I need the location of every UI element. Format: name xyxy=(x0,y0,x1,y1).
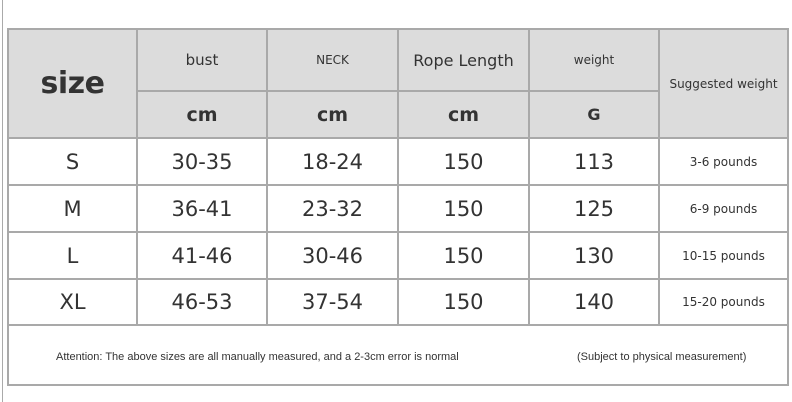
cell-suggested: 6-9 pounds xyxy=(658,184,789,233)
table-row: L 41-46 30-46 150 130 10-15 pounds xyxy=(7,231,789,280)
cell-neck: 37-54 xyxy=(266,278,399,326)
header-bust: bust xyxy=(136,28,268,92)
header-neck: NECK xyxy=(266,28,399,92)
header-rope-length: Rope Length xyxy=(397,28,530,92)
header-suggested-weight: Suggested weight xyxy=(658,28,789,139)
table-row: S 30-35 18-24 150 113 3-6 pounds xyxy=(7,137,789,186)
header-size: size xyxy=(7,28,138,139)
cell-size: L xyxy=(7,231,138,280)
cell-size: S xyxy=(7,137,138,186)
cell-neck: 18-24 xyxy=(266,137,399,186)
unit-weight: G xyxy=(528,90,660,139)
cell-rope: 150 xyxy=(397,278,530,326)
table-row: M 36-41 23-32 150 125 6-9 pounds xyxy=(7,184,789,233)
unit-neck: cm xyxy=(266,90,399,139)
cell-neck: 30-46 xyxy=(266,231,399,280)
cell-size: XL xyxy=(7,278,138,326)
subject-note: (Subject to physical measurement) xyxy=(577,351,747,363)
cell-weight: 113 xyxy=(528,137,660,186)
footer-note-cell: Attention: The above sizes are all manua… xyxy=(7,324,789,386)
left-edge-line xyxy=(2,0,3,402)
cell-rope: 150 xyxy=(397,137,530,186)
cell-neck: 23-32 xyxy=(266,184,399,233)
unit-rope-length: cm xyxy=(397,90,530,139)
table-row: XL 46-53 37-54 150 140 15-20 pounds xyxy=(7,278,789,326)
cell-suggested: 15-20 pounds xyxy=(658,278,789,326)
cell-bust: 30-35 xyxy=(136,137,268,186)
attention-text: Attention: The above sizes are all manua… xyxy=(56,351,459,363)
cell-rope: 150 xyxy=(397,231,530,280)
unit-bust: cm xyxy=(136,90,268,139)
cell-rope: 150 xyxy=(397,184,530,233)
cell-bust: 41-46 xyxy=(136,231,268,280)
header-weight: weight xyxy=(528,28,660,92)
cell-suggested: 3-6 pounds xyxy=(658,137,789,186)
cell-bust: 36-41 xyxy=(136,184,268,233)
size-chart-table: size bust NECK Rope Length weight Sugges… xyxy=(7,28,789,386)
cell-bust: 46-53 xyxy=(136,278,268,326)
cell-weight: 125 xyxy=(528,184,660,233)
cell-size: M xyxy=(7,184,138,233)
cell-suggested: 10-15 pounds xyxy=(658,231,789,280)
cell-weight: 130 xyxy=(528,231,660,280)
cell-weight: 140 xyxy=(528,278,660,326)
